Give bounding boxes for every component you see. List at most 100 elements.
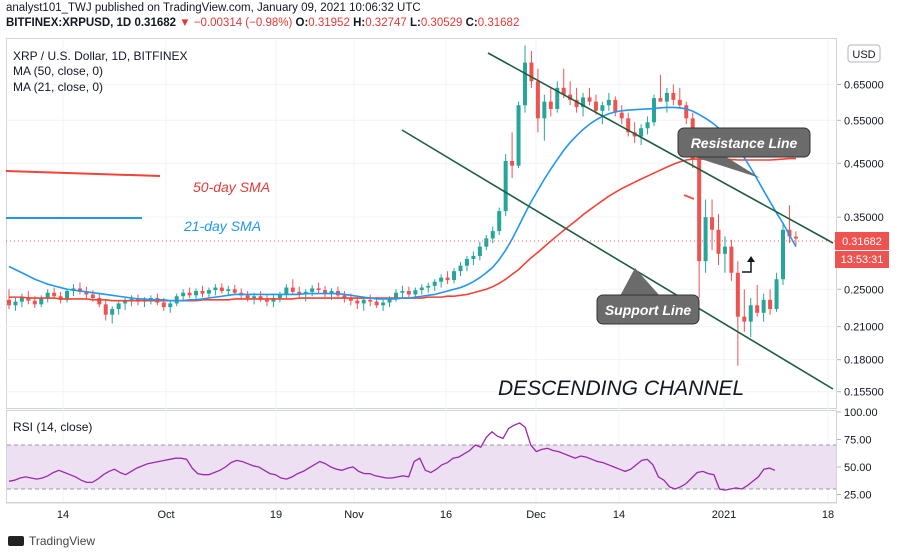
high-value: 0.32747 <box>365 17 407 29</box>
candle <box>548 87 553 117</box>
candle-body <box>781 229 785 280</box>
candle-body <box>174 296 179 304</box>
candle-body <box>568 94 573 100</box>
legend-title: XRP / U.S. Dollar, 1D, BITFINEX <box>13 49 188 63</box>
candle-body <box>65 290 70 300</box>
candle-body <box>722 246 727 254</box>
candle-body <box>342 295 347 299</box>
candle-body <box>90 294 95 299</box>
candle-body <box>703 217 708 262</box>
candle-body <box>697 158 702 262</box>
candle <box>65 288 70 303</box>
candle-body <box>77 288 82 292</box>
candle <box>168 300 173 313</box>
candle <box>39 295 44 308</box>
open-value: 0.31952 <box>308 17 350 29</box>
time-tick-label: Dec <box>526 509 546 521</box>
candle-body <box>381 302 386 306</box>
candle <box>381 299 386 311</box>
candle <box>45 289 50 303</box>
countdown-tag-text: 13:53:31 <box>841 254 884 266</box>
candle-body <box>368 299 373 302</box>
candle <box>123 298 128 310</box>
candle <box>110 306 115 324</box>
currency-button[interactable]: USD <box>847 44 881 63</box>
candle <box>671 84 676 106</box>
candle-body <box>735 272 740 317</box>
candle-body <box>458 265 463 272</box>
candle-body <box>490 231 495 239</box>
last-price: 0.31682 <box>134 17 177 29</box>
candle-body <box>761 299 766 313</box>
rsi-tick-label: 25.00 <box>844 490 872 502</box>
candle <box>587 87 592 106</box>
candle-body <box>529 62 534 82</box>
candle <box>226 285 231 297</box>
candle-body <box>400 290 405 293</box>
candle <box>729 239 734 281</box>
candle-body <box>187 292 192 296</box>
candle <box>742 289 747 332</box>
candle <box>574 87 579 113</box>
candle-body <box>32 300 37 305</box>
rsi-tick-label: 75.00 <box>844 435 872 447</box>
candle-body <box>523 62 527 106</box>
candle-body <box>542 101 547 119</box>
candle <box>232 285 237 295</box>
candle <box>136 294 140 306</box>
candle-body <box>45 292 50 299</box>
candle-body <box>84 291 89 295</box>
time-tick-label: 14 <box>57 509 69 521</box>
candle-body <box>219 287 224 291</box>
sma50-line <box>9 157 796 302</box>
tradingview-logo[interactable]: TradingView <box>8 534 95 548</box>
candle <box>174 293 179 307</box>
time-tick-label: Oct <box>157 509 174 521</box>
candle <box>342 290 347 303</box>
candle <box>426 282 431 293</box>
candle-body <box>658 98 663 102</box>
candle-body <box>613 99 618 113</box>
channel-title: DESCENDING CHANNEL <box>498 377 744 400</box>
countdown-tag <box>835 251 889 268</box>
candle-body <box>387 298 392 303</box>
currency-label[interactable]: USD <box>852 49 875 61</box>
candle <box>116 301 121 315</box>
candle <box>323 285 328 298</box>
candle-body <box>374 301 379 306</box>
legend-ma50: MA (50, close, 0) <box>13 64 103 78</box>
candle <box>684 101 689 125</box>
price-axis: 0.65000 0.55000 0.45000 0.35000 0.25000 0.210… <box>837 79 884 399</box>
candle <box>52 287 57 299</box>
candle-body <box>768 299 773 310</box>
candle-body <box>626 118 631 133</box>
main-pane-frame <box>6 38 837 409</box>
candle-body <box>232 289 237 293</box>
close-value: 0.31682 <box>477 17 520 29</box>
candle <box>464 255 469 272</box>
candle <box>787 205 792 244</box>
time-tick-label: 18 <box>822 509 834 521</box>
candle <box>58 291 63 304</box>
candle-body <box>284 287 289 295</box>
candle <box>639 124 644 146</box>
tradingview-logo-text: TradingView <box>29 534 96 548</box>
descending-channel <box>401 52 834 390</box>
support-callout <box>596 294 700 325</box>
candle <box>593 94 598 115</box>
candle-body <box>793 236 798 239</box>
candle-body <box>652 98 656 123</box>
rsi-band <box>7 445 836 489</box>
candle <box>13 298 18 311</box>
last-price-tag <box>835 232 889 250</box>
candle-body <box>200 290 205 294</box>
candle <box>606 92 611 111</box>
time-tick-label: Nov <box>344 509 364 521</box>
red-dash-mark <box>683 194 695 200</box>
candle-body <box>516 105 521 166</box>
candle-body <box>348 298 353 301</box>
legend-ma21: MA (21, close, 0) <box>13 80 103 94</box>
price-tick-label: 0.55000 <box>844 115 884 127</box>
